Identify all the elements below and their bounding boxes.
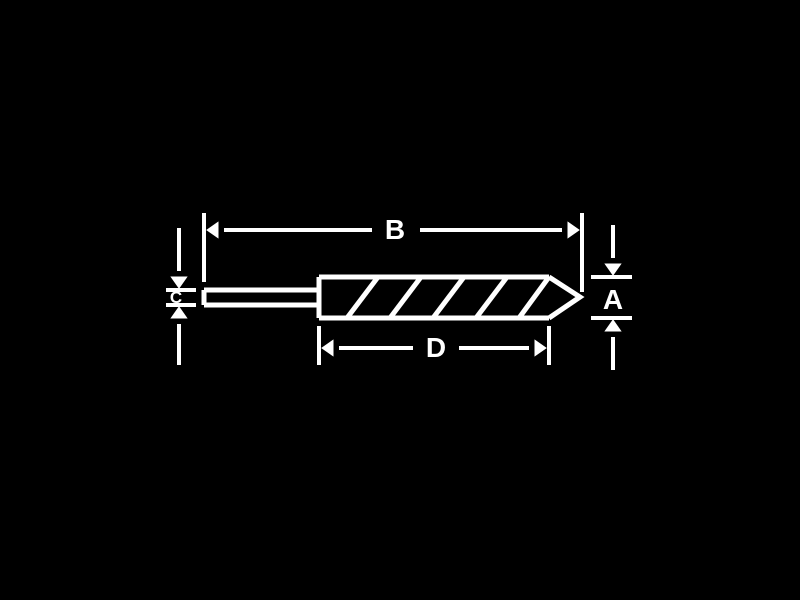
dim-label-b: B: [385, 214, 405, 246]
dim-label-a: A: [603, 284, 623, 316]
dim-label-c: C: [170, 288, 182, 308]
dim-label-d: D: [426, 332, 446, 364]
diagram-canvas: B D A C: [0, 0, 800, 600]
diagram-svg: [0, 0, 800, 600]
